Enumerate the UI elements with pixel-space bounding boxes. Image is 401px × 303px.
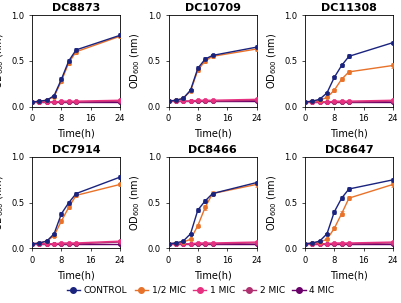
Title: DC8647: DC8647 bbox=[325, 145, 373, 155]
Legend: CONTROL, 1/2 MIC, 1 MIC, 2 MIC, 4 MIC: CONTROL, 1/2 MIC, 1 MIC, 2 MIC, 4 MIC bbox=[63, 282, 338, 298]
Y-axis label: OD$_{600}$ (nm): OD$_{600}$ (nm) bbox=[265, 33, 279, 89]
X-axis label: Time(h): Time(h) bbox=[57, 271, 95, 281]
Y-axis label: OD$_{600}$ (nm): OD$_{600}$ (nm) bbox=[265, 175, 279, 231]
Title: DC7914: DC7914 bbox=[52, 145, 100, 155]
X-axis label: Time(h): Time(h) bbox=[194, 271, 231, 281]
X-axis label: Time(h): Time(h) bbox=[194, 129, 231, 139]
X-axis label: Time(h): Time(h) bbox=[330, 129, 368, 139]
Y-axis label: OD$_{600}$ (nm): OD$_{600}$ (nm) bbox=[0, 33, 6, 89]
Title: DC11308: DC11308 bbox=[321, 3, 377, 13]
X-axis label: Time(h): Time(h) bbox=[57, 129, 95, 139]
X-axis label: Time(h): Time(h) bbox=[330, 271, 368, 281]
Y-axis label: OD$_{600}$ (nm): OD$_{600}$ (nm) bbox=[0, 175, 6, 231]
Y-axis label: OD$_{600}$ (nm): OD$_{600}$ (nm) bbox=[129, 175, 142, 231]
Y-axis label: OD$_{600}$ (nm): OD$_{600}$ (nm) bbox=[129, 33, 142, 89]
Title: DC8873: DC8873 bbox=[52, 3, 100, 13]
Title: DC8466: DC8466 bbox=[188, 145, 237, 155]
Title: DC10709: DC10709 bbox=[184, 3, 241, 13]
